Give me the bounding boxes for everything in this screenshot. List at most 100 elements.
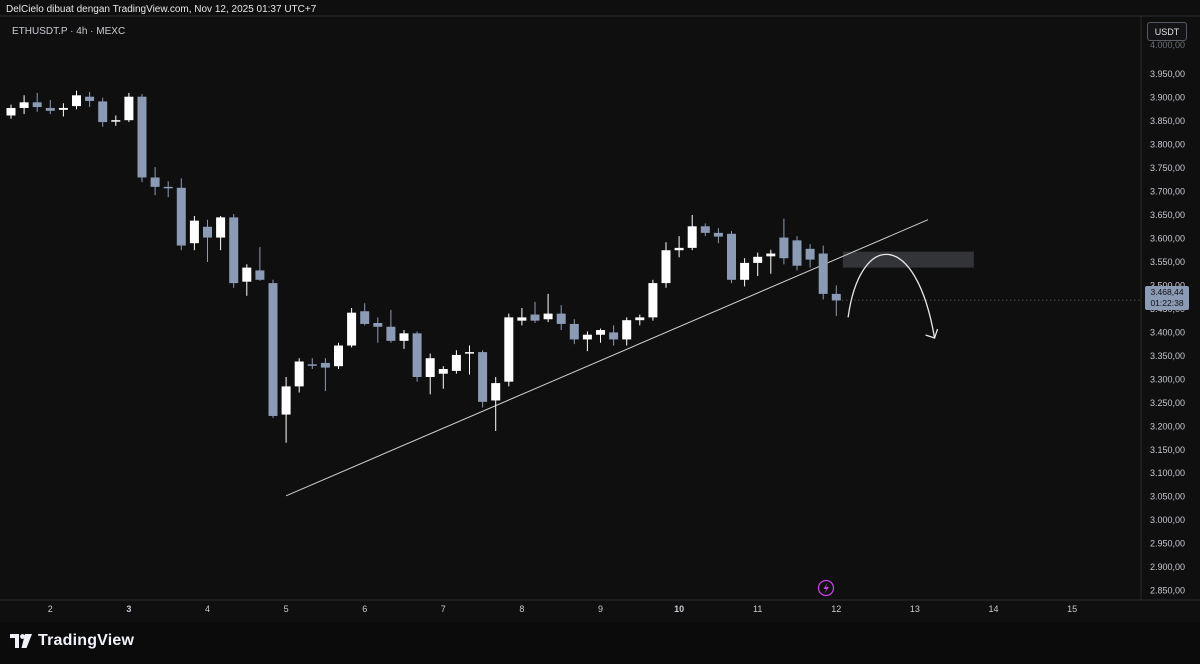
candle bbox=[740, 258, 750, 287]
candle-body bbox=[635, 317, 645, 321]
lightning-icon[interactable] bbox=[817, 579, 835, 597]
candle bbox=[543, 293, 553, 323]
candle-body bbox=[294, 361, 304, 387]
brand[interactable]: TradingView bbox=[10, 632, 134, 650]
last-price-tag: 3.468,44 01:22:38 bbox=[1145, 286, 1189, 310]
price-tick-label: 3.950,00 bbox=[1150, 69, 1185, 79]
candle bbox=[478, 350, 488, 408]
candle bbox=[451, 350, 461, 374]
projection-arrow bbox=[847, 253, 936, 339]
candle bbox=[792, 236, 802, 271]
candle bbox=[438, 366, 448, 389]
candle bbox=[596, 328, 605, 343]
time-tick-label: 2 bbox=[48, 604, 53, 614]
projection-arrowhead bbox=[925, 328, 939, 339]
time-tick-label: 15 bbox=[1067, 604, 1077, 614]
candle-body bbox=[124, 96, 134, 121]
price-chart[interactable]: 2.850,00 2.900,00 2.950,00 3.000,00 3.050,00… bbox=[0, 0, 1200, 622]
candle-body bbox=[373, 323, 383, 327]
candle bbox=[58, 103, 68, 117]
candle-body bbox=[818, 253, 828, 294]
candle bbox=[766, 249, 776, 274]
candle-body bbox=[347, 312, 357, 346]
time-tick-label: 9 bbox=[598, 604, 603, 614]
candle-body bbox=[399, 333, 409, 341]
candle-body bbox=[6, 107, 16, 116]
time-tick-label: 6 bbox=[362, 604, 367, 614]
candle-body bbox=[111, 120, 121, 122]
symbol-info[interactable]: ETHUSDT.P · 4h · MEXC bbox=[12, 26, 126, 37]
candle bbox=[216, 215, 226, 251]
bar-countdown: 01:22:38 bbox=[1150, 298, 1184, 308]
candle bbox=[727, 230, 736, 284]
candle-body bbox=[203, 226, 212, 238]
candle-body bbox=[334, 345, 343, 367]
candle-body bbox=[792, 240, 802, 266]
candle-body bbox=[504, 317, 514, 382]
candle bbox=[648, 279, 658, 321]
candle-body bbox=[242, 267, 252, 282]
candle-body bbox=[661, 250, 671, 284]
price-tick-label: 2.900,00 bbox=[1150, 562, 1185, 572]
candle-body bbox=[137, 96, 147, 178]
candle-body bbox=[163, 186, 173, 189]
candle-body bbox=[320, 362, 330, 368]
candle-body bbox=[622, 320, 632, 340]
candle bbox=[150, 167, 160, 196]
candle bbox=[635, 314, 645, 326]
candle bbox=[425, 353, 435, 395]
time-tick-label: 7 bbox=[441, 604, 446, 614]
candle bbox=[517, 307, 527, 326]
price-tick-label: 3.050,00 bbox=[1150, 492, 1185, 502]
candle-body bbox=[32, 102, 42, 108]
candle bbox=[45, 99, 55, 115]
currency-button[interactable]: USDT bbox=[1147, 22, 1187, 41]
candle bbox=[229, 214, 239, 288]
candle-body bbox=[85, 96, 95, 101]
candle bbox=[32, 92, 42, 112]
candle bbox=[687, 215, 697, 251]
candle bbox=[465, 345, 474, 375]
price-tick-label: 3.100,00 bbox=[1150, 468, 1185, 478]
price-tick-label: 2.850,00 bbox=[1150, 586, 1185, 596]
price-tick-label: 3.850,00 bbox=[1150, 116, 1185, 126]
chart-caption: DelCielo dibuat dengan TradingView.com, … bbox=[6, 4, 317, 15]
candle-body bbox=[72, 95, 81, 107]
time-tick-label: 8 bbox=[519, 604, 524, 614]
candle-body bbox=[386, 326, 396, 341]
candle-body bbox=[438, 369, 448, 374]
candle bbox=[72, 90, 81, 110]
price-tick-label: 3.500,00 bbox=[1150, 280, 1185, 290]
candle bbox=[779, 218, 789, 265]
price-tick-label: 3.600,00 bbox=[1150, 233, 1185, 243]
price-tick-label: 3.350,00 bbox=[1150, 351, 1185, 361]
candle bbox=[176, 178, 186, 251]
candle-body bbox=[58, 107, 68, 110]
axis-borders bbox=[0, 15, 1200, 601]
candle-body bbox=[727, 233, 736, 280]
candle-body bbox=[268, 283, 278, 416]
candle bbox=[569, 319, 579, 345]
candle-body bbox=[713, 232, 723, 237]
candle bbox=[124, 92, 134, 123]
candle bbox=[111, 115, 121, 126]
price-tick-label: 2.950,00 bbox=[1150, 539, 1185, 549]
price-tick-label: 4.000,00 bbox=[1150, 40, 1185, 50]
candle bbox=[491, 376, 501, 431]
candle-body bbox=[674, 247, 684, 251]
time-axis[interactable]: 2 3 4 5 6 7 8 9 10 11 12 13 14 15 bbox=[48, 604, 1077, 614]
candle-body bbox=[609, 332, 619, 340]
time-tick-label: 5 bbox=[284, 604, 289, 614]
price-tick-label: 3.900,00 bbox=[1150, 93, 1185, 103]
candle bbox=[320, 358, 330, 392]
brand-name: TradingView bbox=[38, 632, 135, 649]
candle-body bbox=[451, 354, 461, 371]
price-axis[interactable]: 2.850,00 2.900,00 2.950,00 3.000,00 3.050,00… bbox=[1150, 40, 1185, 596]
candle-body bbox=[517, 317, 527, 321]
candle bbox=[307, 358, 317, 370]
candle-body bbox=[569, 323, 579, 340]
candle-body bbox=[255, 270, 265, 280]
candle bbox=[661, 242, 671, 288]
candle bbox=[582, 331, 592, 352]
candle-body bbox=[556, 313, 566, 324]
